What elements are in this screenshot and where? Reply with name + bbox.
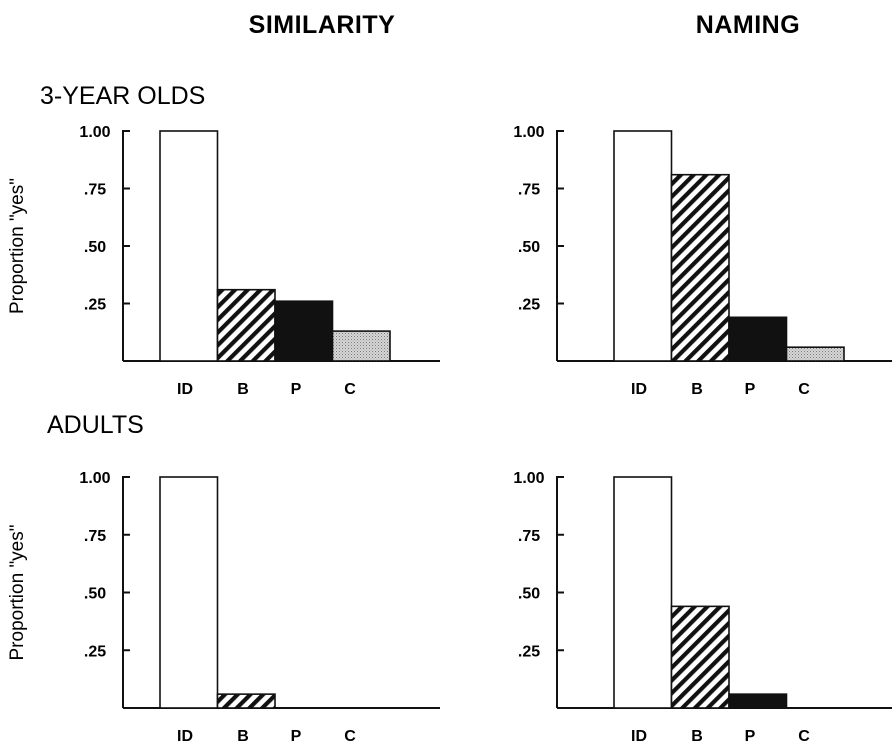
y-tick-label: .50: [84, 586, 106, 603]
category-label: C: [798, 728, 810, 745]
bar-id: [613, 476, 673, 709]
bar-p: [728, 693, 788, 709]
category-label: P: [291, 728, 302, 745]
category-label: C: [344, 381, 356, 398]
panel-3-year-olds-naming: 1.00 .75 .50 .25 ID B P C: [513, 124, 892, 398]
category-label: ID: [177, 381, 193, 398]
bar-b: [670, 605, 730, 709]
category-label: P: [745, 381, 756, 398]
category-label: C: [798, 381, 810, 398]
y-tick-label: 1.00: [79, 124, 110, 141]
y-tick-label: .25: [518, 297, 540, 314]
panel-adults-naming: 1.00 .75 .50 .25 ID B P C: [513, 470, 892, 745]
bar-id: [159, 130, 219, 362]
category-label: B: [691, 728, 703, 745]
category-label: ID: [631, 381, 647, 398]
category-label: C: [344, 728, 356, 745]
y-tick-label: .75: [84, 528, 106, 545]
y-tick-label: .75: [518, 528, 540, 545]
y-tick-label: 1.00: [79, 470, 110, 487]
y-tick-label: 1.00: [513, 124, 544, 141]
panel-adults-similarity: 1.00 .75 .50 .25 Proportion "yes" ID B P C: [7, 470, 440, 745]
category-label: B: [237, 381, 249, 398]
row-title-3-year-olds: 3-YEAR OLDS: [40, 82, 205, 110]
bar-id: [159, 476, 219, 709]
y-tick-label: .50: [84, 239, 106, 256]
y-tick-label: .75: [84, 182, 106, 199]
bar-p: [274, 300, 334, 362]
y-tick-label: .75: [518, 182, 540, 199]
bar-id: [613, 130, 673, 362]
y-tick-label: .50: [518, 586, 540, 603]
y-tick-label: 1.00: [513, 470, 544, 487]
y-tick-label: .25: [84, 297, 106, 314]
category-label: ID: [177, 728, 193, 745]
bar-b: [216, 693, 276, 709]
category-label: B: [691, 381, 703, 398]
row-title-adults: ADULTS: [47, 411, 144, 439]
bar-p: [728, 316, 788, 362]
bar-b: [216, 288, 276, 362]
bar-c: [785, 346, 845, 362]
category-label: P: [291, 381, 302, 398]
bar-b: [670, 173, 730, 362]
y-tick-label: .25: [518, 643, 540, 660]
y-axis-label: Proportion "yes": [7, 178, 28, 314]
column-title-similarity: SIMILARITY: [249, 11, 396, 39]
category-label: P: [745, 728, 756, 745]
category-label: ID: [631, 728, 647, 745]
bar-c: [331, 330, 391, 362]
panel-3-year-olds-similarity: 1.00 .75 .50 .25 Proportion "yes" ID B P C: [7, 124, 440, 398]
category-label: B: [237, 728, 249, 745]
y-axis-label: Proportion "yes": [7, 525, 28, 661]
y-tick-label: .50: [518, 239, 540, 256]
column-title-naming: NAMING: [696, 11, 800, 39]
y-tick-label: .25: [84, 643, 106, 660]
